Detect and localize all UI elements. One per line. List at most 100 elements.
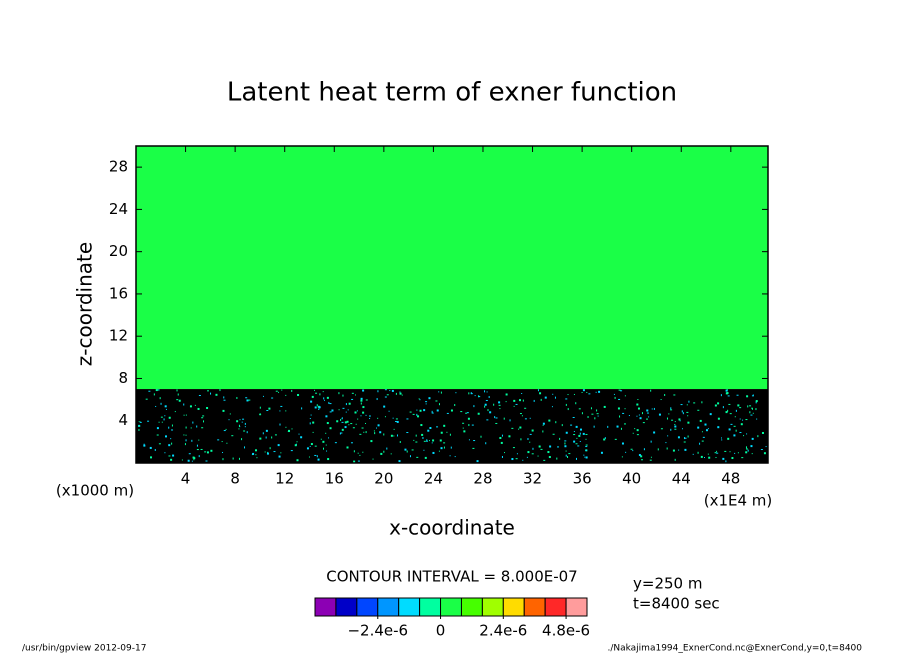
speckle [354, 394, 356, 396]
speckle [473, 405, 475, 408]
speckle [642, 422, 645, 424]
noise-texture [138, 389, 767, 463]
speckle [636, 415, 638, 417]
speckle [596, 409, 598, 412]
speckle [552, 393, 554, 395]
speckle [306, 447, 309, 450]
speckle [417, 415, 420, 418]
speckle [196, 425, 198, 428]
speckle [309, 445, 311, 447]
speckle [377, 390, 379, 393]
speckle [290, 450, 293, 452]
speckle [255, 449, 258, 452]
speckle [519, 413, 522, 415]
speckle [296, 459, 299, 462]
speckle [701, 440, 704, 442]
speckle [513, 405, 515, 407]
speckle [697, 451, 699, 454]
speckle [660, 428, 663, 430]
speckle [256, 457, 258, 459]
colorbar-box [419, 597, 442, 617]
speckle [398, 460, 401, 463]
speckle [522, 399, 524, 402]
speckle [591, 413, 594, 415]
speckle [436, 426, 439, 428]
speckle [279, 423, 281, 426]
speckle [487, 409, 489, 412]
speckle [721, 437, 723, 439]
speckle [185, 434, 187, 436]
speckle [344, 421, 347, 424]
speckle [650, 440, 652, 443]
speckle [279, 410, 281, 412]
speckle [354, 411, 357, 414]
speckle [638, 414, 640, 416]
speckle [426, 439, 428, 442]
field-layer [136, 389, 768, 463]
speckle [529, 441, 531, 443]
speckle [155, 405, 157, 407]
speckle [466, 412, 469, 414]
speckle [314, 406, 317, 409]
speckle [406, 450, 408, 453]
speckle [149, 446, 152, 449]
speckle [325, 444, 327, 446]
speckle [446, 412, 449, 414]
speckle [329, 427, 332, 430]
speckle [548, 456, 551, 459]
speckle [637, 398, 639, 400]
speckle [582, 432, 585, 435]
speckle [705, 429, 708, 432]
speckle [241, 438, 243, 441]
speckle [478, 396, 481, 398]
speckle [341, 421, 344, 423]
speckle [752, 412, 754, 414]
speckle [747, 405, 749, 408]
speckle [316, 404, 318, 407]
speckle [409, 455, 411, 458]
speckle [613, 393, 615, 395]
speckle [567, 394, 569, 396]
speckle [500, 441, 503, 444]
speckle [641, 412, 643, 415]
speckle [617, 407, 620, 410]
speckle [206, 390, 209, 392]
speckle [749, 411, 751, 414]
speckle [488, 396, 490, 399]
speckle [194, 404, 196, 406]
speckle [298, 433, 300, 435]
speckle [239, 419, 241, 421]
y-tick-label: 16 [109, 284, 128, 302]
speckle [653, 431, 656, 434]
speckle [512, 447, 515, 449]
speckle [751, 437, 754, 440]
colorbar-box [481, 597, 504, 617]
speckle [416, 409, 418, 411]
speckle [185, 414, 187, 416]
speckle [375, 427, 377, 429]
speckle [636, 403, 639, 406]
speckle [597, 415, 599, 417]
speckle [365, 431, 367, 434]
speckle [226, 442, 228, 444]
speckle [650, 389, 652, 392]
speckle [600, 451, 603, 454]
speckle [435, 400, 438, 402]
speckle [193, 459, 195, 461]
speckle [429, 427, 432, 430]
speckle [576, 437, 578, 439]
speckle [486, 419, 489, 421]
speckle [623, 423, 626, 425]
speckle [156, 427, 159, 430]
y-tick-label: 4 [118, 411, 128, 429]
speckle [577, 445, 580, 447]
speckle [280, 405, 283, 407]
speckle [501, 455, 503, 458]
speckle [138, 425, 141, 427]
speckle [341, 428, 344, 431]
speckle [585, 433, 588, 435]
speckle [564, 442, 566, 445]
speckle [618, 398, 621, 400]
speckle [760, 449, 763, 451]
speckle [376, 398, 378, 401]
